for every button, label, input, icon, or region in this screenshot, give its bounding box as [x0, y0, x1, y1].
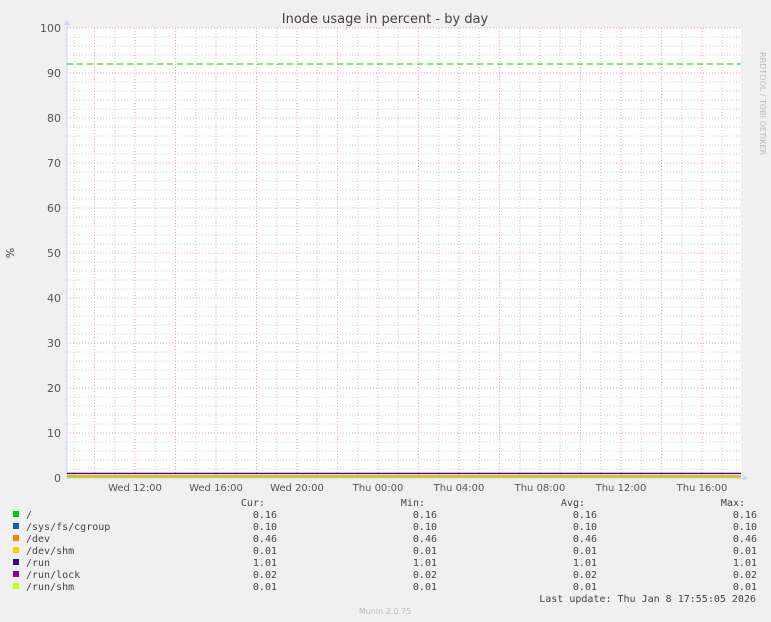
legend-avg: 0.10 [573, 522, 597, 533]
y-tick-label: 40 [47, 292, 61, 305]
x-tick-label: Thu 00:00 [352, 483, 404, 494]
legend-avg: 0.01 [573, 546, 597, 557]
legend-swatch [13, 511, 19, 517]
legend-avg: 0.01 [573, 582, 597, 593]
y-tick-label: 50 [47, 247, 61, 260]
legend-min: 0.46 [413, 534, 437, 545]
y-axis-label: % [4, 248, 17, 258]
y-tick-label: 60 [47, 202, 61, 215]
rrdtool-watermark: RRDTOOL / TOBI OETIKER [758, 52, 767, 155]
legend-cur: 0.01 [253, 582, 277, 593]
legend-cur: 0.01 [253, 546, 277, 557]
legend-name: /run/shm [26, 582, 74, 593]
y-tick-label: 30 [47, 337, 61, 350]
munin-footer: Munin 2.0.75 [359, 607, 411, 616]
legend-header: Max: [721, 498, 745, 509]
legend-avg: 0.16 [573, 510, 597, 521]
legend-name: /sys/fs/cgroup [26, 522, 110, 533]
legend-cur: 0.46 [253, 534, 277, 545]
x-axis-arrow-icon [743, 475, 748, 481]
x-tick-label: Wed 16:00 [189, 483, 243, 494]
x-tick-label: Thu 12:00 [595, 483, 647, 494]
legend-cur: 0.16 [253, 510, 277, 521]
y-axis-arrow-icon [64, 20, 70, 25]
y-tick-label: 0 [54, 472, 61, 485]
legend-avg: 0.46 [573, 534, 597, 545]
legend-swatch [13, 523, 19, 529]
legend-max: 0.01 [733, 582, 757, 593]
legend-swatch [13, 535, 19, 541]
chart-title: Inode usage in percent - by day [282, 12, 489, 27]
y-tick-label: 70 [47, 157, 61, 170]
legend-min: 1.01 [413, 558, 437, 569]
legend-max: 0.46 [733, 534, 757, 545]
y-tick-label: 100 [40, 22, 61, 35]
legend-avg: 0.02 [573, 570, 597, 581]
legend-name: /dev/shm [26, 546, 74, 557]
legend-header: Cur: [241, 498, 265, 509]
legend-min: 0.16 [413, 510, 437, 521]
legend-header: Avg: [561, 498, 585, 509]
legend-min: 0.10 [413, 522, 437, 533]
x-tick-label: Wed 12:00 [108, 483, 162, 494]
legend-avg: 1.01 [573, 558, 597, 569]
x-tick-label: Thu 04:00 [433, 483, 485, 494]
legend-cur: 0.02 [253, 570, 277, 581]
y-tick-label: 80 [47, 112, 61, 125]
legend-max: 0.10 [733, 522, 757, 533]
x-tick-label: Thu 08:00 [514, 483, 566, 494]
legend-max: 0.16 [733, 510, 757, 521]
legend-header: Min: [401, 498, 425, 509]
legend-max: 1.01 [733, 558, 757, 569]
legend-min: 0.01 [413, 546, 437, 557]
legend-swatch [13, 571, 19, 577]
legend-swatch [13, 559, 19, 565]
legend-name: /run [26, 558, 50, 569]
legend-name: /run/lock [26, 570, 80, 581]
y-tick-label: 10 [47, 427, 61, 440]
legend-name: /dev [26, 534, 50, 545]
x-tick-label: Wed 20:00 [270, 483, 324, 494]
legend-max: 0.02 [733, 570, 757, 581]
x-tick-label: Thu 16:00 [676, 483, 728, 494]
legend-min: 0.02 [413, 570, 437, 581]
y-tick-label: 20 [47, 382, 61, 395]
legend-swatch [13, 547, 19, 553]
last-update: Last update: Thu Jan 8 17:55:05 2026 [539, 594, 756, 605]
y-tick-label: 90 [47, 67, 61, 80]
legend-min: 0.01 [413, 582, 437, 593]
legend-name: / [26, 510, 32, 521]
legend-swatch [13, 583, 19, 589]
legend-cur: 0.10 [253, 522, 277, 533]
legend-max: 0.01 [733, 546, 757, 557]
legend-cur: 1.01 [253, 558, 277, 569]
